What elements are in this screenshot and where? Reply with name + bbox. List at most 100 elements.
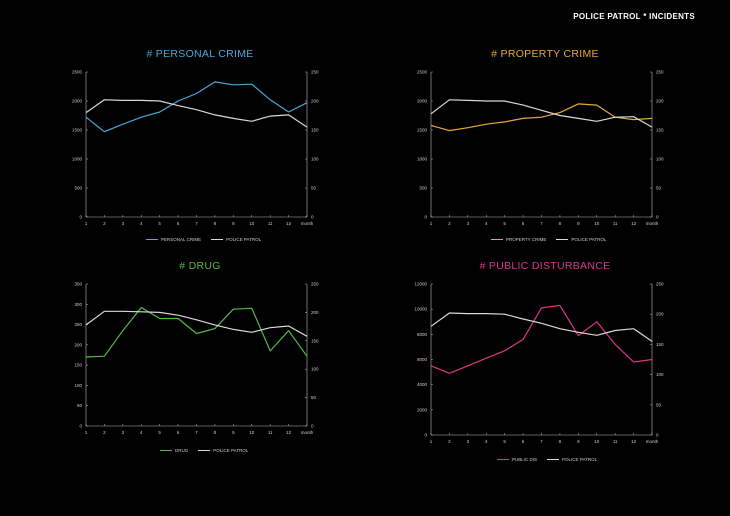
x-tick-label: 12 [286, 221, 292, 226]
y-left-tick-label: 1000 [72, 157, 83, 162]
y-left-tick-label: 300 [74, 302, 82, 307]
legend-item: PROPERTY CRIME [491, 237, 546, 242]
x-tick-label: 11 [268, 430, 273, 435]
x-tick-label: month [301, 221, 314, 226]
x-tick-label: 1 [430, 439, 433, 444]
x-tick-label: 6 [177, 221, 180, 226]
y-left-tick-label: 0 [79, 424, 82, 429]
y-right-tick-label: 150 [656, 128, 664, 133]
x-tick-label: 2 [103, 430, 106, 435]
x-tick-label: 8 [214, 221, 217, 226]
y-left-tick-label: 1000 [417, 157, 428, 162]
x-tick-label: month [301, 430, 314, 435]
y-left-tick-label: 0 [424, 433, 427, 438]
x-tick-label: 9 [232, 221, 235, 226]
y-left-tick-label: 1500 [417, 128, 428, 133]
chart-personal-crime: # PERSONAL CRIME 0 500 1000 1500 2000 2500 0 50… [60, 48, 340, 258]
x-tick-label: 7 [540, 221, 543, 226]
y-right-tick-label: 0 [311, 215, 314, 220]
legend-label: POLICE PATROL [226, 237, 262, 242]
x-tick-label: 1 [430, 221, 433, 226]
x-tick-label: 8 [559, 439, 562, 444]
y-right-tick-label: 100 [311, 157, 319, 162]
legend: PERSONAL CRIME POLICE PATROL [146, 237, 261, 242]
y-right-tick-label: 150 [311, 128, 319, 133]
page-title: POLICE PATROL * INCIDENTS [573, 12, 695, 21]
y-left-tick-label: 500 [74, 186, 82, 191]
x-tick-label: 2 [448, 439, 451, 444]
x-tick-label: 8 [559, 221, 562, 226]
y-left-tick-label: 10000 [414, 307, 427, 312]
x-tick-label: 9 [232, 430, 235, 435]
legend-item: PUBLIC DIS [497, 457, 537, 462]
x-tick-label: 3 [122, 221, 125, 226]
y-right-tick-label: 200 [656, 312, 664, 317]
legend-item: POLICE PATROL [198, 448, 248, 453]
x-tick-label: 5 [158, 221, 161, 226]
series-line-police-patrol [430, 312, 653, 342]
chart-title: # PUBLIC DISTURBANCE [479, 260, 611, 272]
legend-label: PUBLIC DIS [512, 457, 538, 462]
legend-label: POLICE PATROL [571, 237, 607, 242]
y-right-tick-label: 50 [311, 395, 317, 400]
y-right-tick-label: 100 [311, 367, 319, 372]
x-tick-label: 7 [540, 439, 543, 444]
legend-label: PROPERTY CRIME [506, 237, 547, 242]
chart-title: # PERSONAL CRIME [146, 48, 254, 60]
x-tick-label: 4 [485, 439, 488, 444]
y-left-tick-label: 8000 [417, 332, 428, 337]
y-left-tick-label: 250 [74, 322, 82, 327]
x-tick-label: 3 [122, 430, 125, 435]
y-right-tick-label: 200 [311, 99, 319, 104]
y-left-tick-label: 0 [424, 215, 427, 220]
y-left-tick-label: 12000 [414, 282, 427, 287]
y-right-tick-label: 200 [656, 99, 664, 104]
chart-property-crime: # PROPERTY CRIME 0 500 1000 1500 2000 2500 0 50… [405, 48, 685, 258]
x-tick-label: 8 [214, 430, 217, 435]
legend-label: POLICE PATROL [213, 448, 249, 453]
legend-swatch [160, 449, 172, 452]
x-tick-label: 12 [631, 439, 637, 444]
x-tick-label: 2 [448, 221, 451, 226]
y-left-tick-label: 2500 [417, 70, 428, 75]
x-tick-label: month [646, 221, 659, 226]
x-tick-label: 3 [467, 439, 470, 444]
y-right-tick-label: 150 [656, 342, 664, 347]
x-tick-label: 9 [577, 439, 580, 444]
y-right-tick-label: 250 [656, 282, 664, 287]
x-tick-label: 3 [467, 221, 470, 226]
y-right-tick-label: 250 [656, 70, 664, 75]
x-tick-label: 12 [286, 430, 292, 435]
y-right-tick-label: 200 [311, 310, 319, 315]
y-left-tick-label: 0 [79, 215, 82, 220]
y-right-tick-label: 0 [311, 424, 314, 429]
y-right-tick-label: 250 [311, 282, 319, 287]
y-right-tick-label: 100 [656, 157, 664, 162]
x-tick-label: 5 [503, 221, 506, 226]
y-left-tick-label: 1500 [72, 128, 83, 133]
x-tick-label: 10 [594, 439, 600, 444]
legend-label: POLICE PATROL [562, 457, 598, 462]
legend-item: DRUG [160, 448, 188, 453]
legend-swatch [146, 238, 158, 241]
series-line-police-patrol [430, 99, 653, 128]
x-tick-label: 9 [577, 221, 580, 226]
y-left-tick-label: 100 [74, 383, 82, 388]
y-right-tick-label: 50 [656, 402, 662, 407]
x-tick-label: 10 [249, 221, 255, 226]
legend-item: POLICE PATROL [211, 237, 261, 242]
x-tick-label: 11 [613, 439, 618, 444]
x-tick-label: 11 [268, 221, 273, 226]
chart-title: # DRUG [179, 260, 221, 272]
y-left-tick-label: 150 [74, 363, 82, 368]
y-left-tick-label: 500 [419, 186, 427, 191]
legend-label: DRUG [175, 448, 189, 453]
legend: PROPERTY CRIME POLICE PATROL [491, 237, 606, 242]
x-tick-label: 1 [85, 221, 88, 226]
y-left-tick-label: 200 [74, 342, 82, 347]
x-tick-label: 4 [485, 221, 488, 226]
y-right-tick-label: 0 [656, 215, 659, 220]
y-right-tick-label: 50 [656, 186, 662, 191]
y-left-tick-label: 6000 [417, 357, 428, 362]
x-tick-label: 4 [140, 221, 143, 226]
